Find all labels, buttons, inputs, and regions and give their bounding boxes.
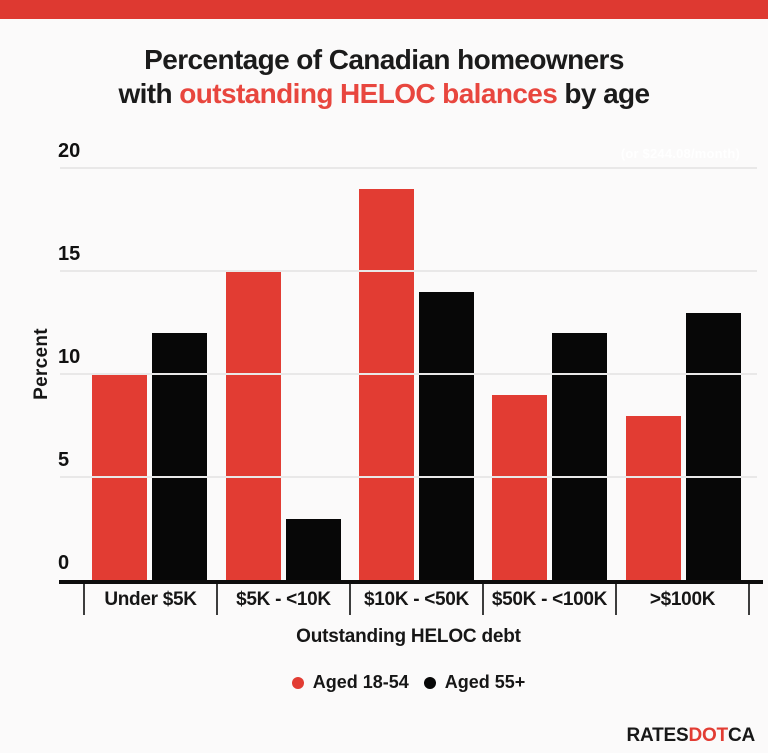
y-tick-label-20: 20 [58, 140, 81, 163]
bar-aged-18-54-4 [492, 394, 548, 581]
ratesdotca-logo: RATESDOTCA [626, 725, 755, 747]
legend-item-aged-55-: Aged 55+ [423, 672, 526, 693]
gridline-20 [60, 167, 757, 170]
bar-group-5 [617, 168, 750, 581]
top-red-banner [0, 0, 768, 19]
chart-title: Percentage of Canadian homeowners with ou… [0, 43, 768, 111]
logo-dot: DOT [688, 725, 728, 746]
title-line2-highlight: outstanding HELOC balances [179, 78, 558, 110]
bar-group-3 [350, 168, 483, 581]
bar-aged-55--1 [152, 333, 208, 581]
watermark: (or $244.08/month) [620, 146, 740, 162]
x-axis-line [59, 580, 763, 585]
plot-area: (or $244.08/month) 0 5 10 15 20 [58, 141, 763, 585]
legend-item-aged-18-54: Aged 18-54 [291, 672, 409, 693]
title-line2-prefix: with [118, 78, 180, 110]
bar-aged-55--5 [685, 312, 741, 581]
y-axis-title: Percent [30, 328, 52, 401]
bar-aged-55--3 [419, 291, 475, 581]
legend: Aged 18-54 Aged 55+ [60, 672, 757, 693]
y-tick-label-10: 10 [58, 346, 81, 369]
y-tick-label-15: 15 [58, 243, 81, 266]
bar-aged-55--4 [552, 333, 608, 581]
bar-aged-18-54-2 [225, 271, 281, 581]
legend-label: Aged 55+ [444, 672, 526, 693]
legend-label: Aged 18-54 [312, 672, 409, 693]
x-category-label-1: Under $5K [83, 584, 216, 616]
logo-rates: RATES [626, 725, 689, 746]
x-category-label-4: $50K - <100K [482, 584, 615, 616]
bar-aged-55--2 [285, 518, 341, 581]
x-category-label-2: $5K - <10K [216, 584, 349, 616]
title-line2-suffix: by age [557, 78, 650, 110]
bar-aged-18-54-3 [359, 188, 415, 581]
chart: Percent (or $244.08/month) 0 5 10 15 20 Unde… [31, 141, 763, 693]
gridline-15 [60, 270, 757, 273]
y-tick-label-5: 5 [58, 449, 70, 472]
y-tick-label-0: 0 [58, 552, 70, 575]
x-axis-labels: Under $5K $5K - <10K $10K - <50K $50K - <10… [83, 584, 750, 616]
gridline-10 [60, 373, 757, 376]
bar-group-2 [216, 168, 349, 581]
x-category-label-3: $10K - <50K [349, 584, 482, 616]
bar-aged-18-54-5 [625, 415, 681, 581]
legend-dot-icon [291, 676, 304, 689]
logo-ca: CA [727, 725, 755, 746]
x-axis-title: Outstanding HELOC debt [296, 626, 521, 648]
gridline-5 [60, 476, 757, 479]
title-line1: Percentage of Canadian homeowners [144, 44, 624, 75]
x-category-label-5: >$100K [615, 584, 750, 616]
legend-dot-icon [423, 676, 436, 689]
